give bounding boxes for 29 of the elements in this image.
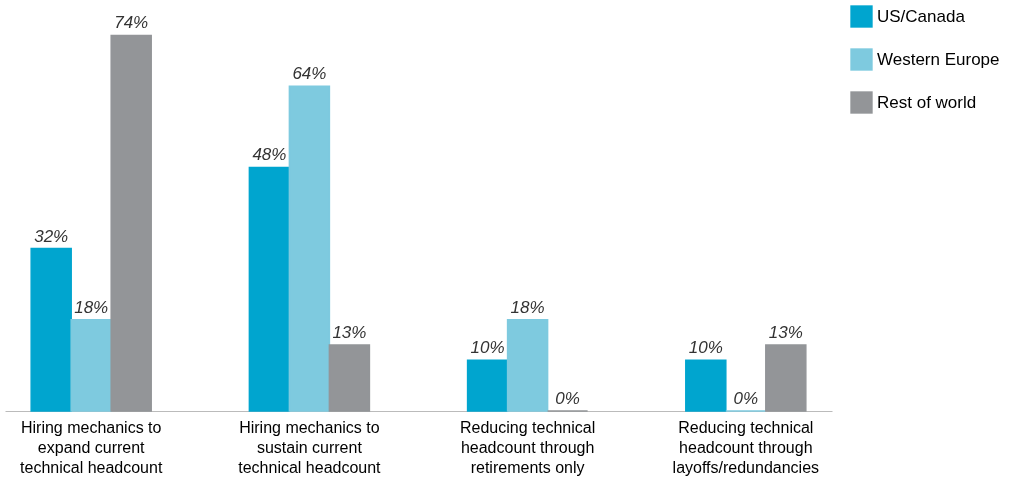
x-tick-label: Reducing technical headcount through retirements only [460,418,596,476]
data-label: 48% [252,145,287,165]
bar [248,166,291,412]
bar [30,247,72,412]
data-label: 13% [768,323,803,343]
data-label: 0% [733,389,759,408]
x-tick-label: Hiring mechanics to sustain current technical headcount [238,418,382,476]
bar [765,344,807,412]
bar [70,318,112,412]
data-label: 13% [332,323,367,343]
legend-label: Western Europe [877,49,1000,69]
x-tick-label: Reducing technical headcount through layoffs/redundancies [672,418,820,476]
bar [685,359,727,412]
bar [110,34,152,412]
data-label: 0% [555,389,580,408]
legend-label: Rest of world [877,92,977,112]
data-label: 10% [470,338,505,358]
data-label: 64% [292,64,327,84]
x-tick-label: Hiring mechanics to expand current technical headcount [20,418,163,476]
data-label: 32% [34,226,69,246]
bar [466,359,509,412]
legend-label: US/Canada [877,6,966,26]
bar [328,344,371,412]
data-label: 18% [510,297,545,317]
data-label: 74% [114,13,149,33]
data-label: 18% [74,297,109,317]
bar [288,85,331,412]
bar [506,318,549,412]
data-label: 10% [688,338,723,358]
